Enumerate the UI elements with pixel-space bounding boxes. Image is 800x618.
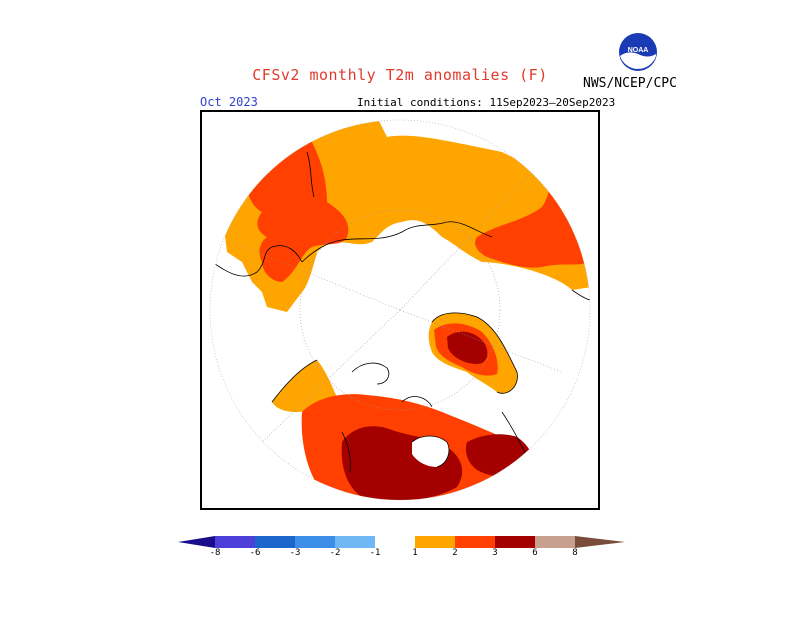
greenland-core-region xyxy=(447,331,488,364)
map-frame xyxy=(200,110,600,510)
map-title: CFSv2 monthly T2m anomalies (F) xyxy=(252,66,548,84)
colorbar-tick-label: 3 xyxy=(492,548,498,558)
colorbar-tick-label: -1 xyxy=(369,548,381,558)
colorbar-high-arrow xyxy=(575,536,625,548)
initial-conditions-label: Initial conditions: 11Sep2023–20Sep2023 xyxy=(357,96,616,109)
agency-label: NWS/NCEP/CPC xyxy=(583,76,677,91)
colorbar-segment xyxy=(495,536,535,548)
colorbar-tick-label: -3 xyxy=(289,548,301,558)
polar-map xyxy=(209,119,591,501)
noaa-logo-icon: NOAA xyxy=(619,33,657,71)
colorbar-tick-label: -6 xyxy=(249,548,261,558)
colorbar-segment xyxy=(295,536,335,548)
colorbar-segment xyxy=(415,536,455,548)
colorbar-tick-label: 1 xyxy=(412,548,418,558)
colorbar-tick-label: -2 xyxy=(329,548,341,558)
colorbar-tick-label: 2 xyxy=(452,548,458,558)
valid-month-label: Oct 2023 xyxy=(200,95,258,109)
colorbar-segment xyxy=(455,536,495,548)
colorbar-tick-label: 6 xyxy=(532,548,538,558)
colorbar-segment xyxy=(535,536,575,548)
colorbar-tick-label: 8 xyxy=(572,548,578,558)
colorbar-low-arrow xyxy=(178,536,215,548)
colorbar xyxy=(178,536,625,548)
colorbar-segment xyxy=(335,536,375,548)
canadian-archipelago-region xyxy=(372,359,424,392)
alaska-anomaly-region xyxy=(272,360,337,412)
colorbar-segment xyxy=(375,536,415,548)
graticule xyxy=(231,171,563,443)
map-boundary xyxy=(209,119,591,501)
hudson-bay-region xyxy=(412,436,449,467)
colorbar-segment xyxy=(215,536,255,548)
coastlines xyxy=(211,151,590,473)
colorbar-segment xyxy=(255,536,295,548)
noaa-logo-text: NOAA xyxy=(628,47,649,54)
colorbar-tick-label: -8 xyxy=(209,548,221,558)
